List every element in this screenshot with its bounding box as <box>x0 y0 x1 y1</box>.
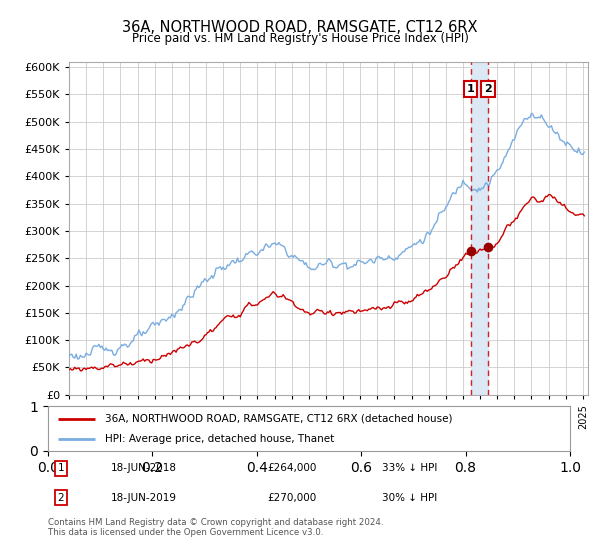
Bar <box>471 62 488 395</box>
Text: £270,000: £270,000 <box>267 493 316 503</box>
Text: 1: 1 <box>58 463 64 473</box>
Text: 30% ↓ HPI: 30% ↓ HPI <box>382 493 437 503</box>
Text: 1: 1 <box>467 84 475 94</box>
Text: Contains HM Land Registry data © Crown copyright and database right 2024.
This d: Contains HM Land Registry data © Crown c… <box>48 518 383 538</box>
Text: 33% ↓ HPI: 33% ↓ HPI <box>382 463 437 473</box>
Text: £264,000: £264,000 <box>267 463 317 473</box>
Text: 2: 2 <box>484 84 492 94</box>
Text: HPI: Average price, detached house, Thanet: HPI: Average price, detached house, Than… <box>106 434 335 444</box>
Text: 36A, NORTHWOOD ROAD, RAMSGATE, CT12 6RX (detached house): 36A, NORTHWOOD ROAD, RAMSGATE, CT12 6RX … <box>106 413 453 423</box>
Text: 18-JUN-2019: 18-JUN-2019 <box>110 493 176 503</box>
Text: 2: 2 <box>58 493 64 503</box>
Text: 36A, NORTHWOOD ROAD, RAMSGATE, CT12 6RX: 36A, NORTHWOOD ROAD, RAMSGATE, CT12 6RX <box>122 20 478 35</box>
Text: 18-JUN-2018: 18-JUN-2018 <box>110 463 176 473</box>
Text: Price paid vs. HM Land Registry's House Price Index (HPI): Price paid vs. HM Land Registry's House … <box>131 32 469 45</box>
